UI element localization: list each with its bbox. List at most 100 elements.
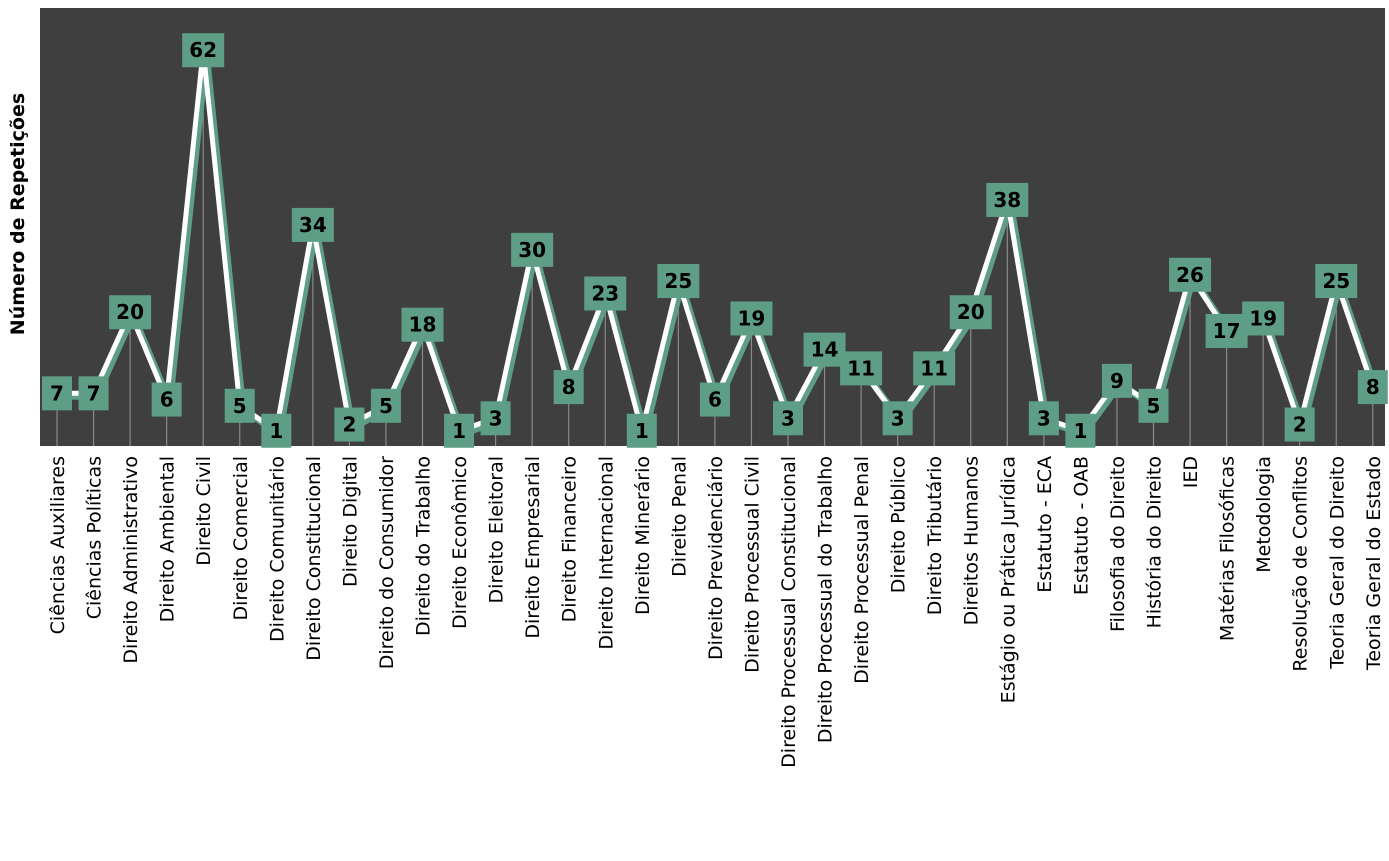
data-label-text: 3 xyxy=(781,406,795,430)
data-labels: 7 720662513425181330823125619314113112038… xyxy=(42,33,1388,448)
data-label-box xyxy=(370,388,401,423)
data-label: 19 xyxy=(1242,301,1285,336)
data-label-box xyxy=(803,332,846,367)
data-label-box xyxy=(840,351,883,386)
data-label-text: 17 xyxy=(1213,319,1241,343)
data-label-box xyxy=(401,307,444,342)
data-label-box xyxy=(584,276,627,311)
x-tick-label: Direito Processual Civil xyxy=(741,456,763,673)
data-label-box xyxy=(1101,363,1132,398)
data-label-text: 3 xyxy=(891,406,905,430)
data-label: 20 xyxy=(109,295,152,330)
data-label-text: 1 xyxy=(1073,419,1087,443)
data-label: 1 xyxy=(626,413,657,448)
data-label-box xyxy=(1315,264,1358,299)
data-label-text: 8 xyxy=(562,375,576,399)
data-label: 3 xyxy=(773,401,803,436)
x-tick-label: Direito Empresarial xyxy=(522,456,544,639)
y-axis-label: Número de Repetições xyxy=(7,93,29,335)
data-label: 7 xyxy=(78,376,109,411)
x-tick-label: Ciências Políticas xyxy=(84,456,106,619)
data-label: 8 xyxy=(1357,370,1388,405)
x-tick-label: Direito Público xyxy=(888,456,910,593)
data-label-box xyxy=(78,376,109,411)
data-label: 2 xyxy=(1284,407,1315,442)
x-tick-label: Direito do Trabalho xyxy=(413,456,435,636)
data-label-text: 6 xyxy=(160,388,174,412)
data-label-text: 14 xyxy=(811,338,839,362)
data-label-text: 2 xyxy=(1293,413,1307,437)
data-label: 17 xyxy=(1205,313,1248,348)
data-label: 5 xyxy=(1138,388,1169,423)
data-label-box xyxy=(291,207,334,242)
x-tick-label: Direito Minerário xyxy=(632,456,654,615)
x-tick-label: Direito Administrativo xyxy=(120,456,142,664)
x-tick-label: Direito Tributário xyxy=(924,456,946,615)
data-label-text: 20 xyxy=(957,300,985,324)
x-tick-label: Filosofia do Direito xyxy=(1107,456,1129,632)
x-tick-label: Direito Constitucional xyxy=(303,456,325,661)
data-label-box xyxy=(1138,388,1169,423)
x-tick-label: Direito Ambiental xyxy=(157,456,179,622)
x-tick-label: Direito Eleitoral xyxy=(486,456,508,603)
data-label-box xyxy=(986,182,1029,217)
data-label-box xyxy=(553,370,584,405)
data-label: 26 xyxy=(1169,257,1212,292)
data-label-box xyxy=(773,401,803,436)
x-tick-label: Direito Processual Penal xyxy=(851,456,873,684)
data-label: 25 xyxy=(1315,264,1358,299)
data-label-text: 38 xyxy=(993,188,1021,212)
data-label: 11 xyxy=(913,351,956,386)
x-tick-label: Direito Penal xyxy=(668,456,690,577)
data-label-box xyxy=(699,382,730,417)
x-tick-label: Direito Processual Constitucional xyxy=(778,456,800,768)
x-tick-label: IED xyxy=(1180,456,1202,488)
data-label-text: 7 xyxy=(50,381,64,405)
x-tick-label: Direitos Humanos xyxy=(961,456,983,625)
data-label: 3 xyxy=(882,401,913,436)
x-tick-label: Estágio ou Prática Jurídica xyxy=(997,456,1019,703)
data-label: 23 xyxy=(584,276,627,311)
data-label: 1 xyxy=(261,413,292,448)
data-label-text: 5 xyxy=(1147,394,1161,418)
data-label: 19 xyxy=(730,301,773,336)
data-label-text: 2 xyxy=(342,413,356,437)
x-tick-label: Direito Comunitário xyxy=(266,456,288,642)
data-label-box xyxy=(182,33,225,68)
x-tick-label: Direito do Consumidor xyxy=(376,456,398,669)
data-label-box xyxy=(730,301,773,336)
data-label-box xyxy=(1065,413,1096,448)
data-label-text: 11 xyxy=(847,356,875,380)
data-label: 38 xyxy=(986,182,1029,217)
data-label: 34 xyxy=(291,207,334,242)
x-tick-label: Ciências Auxiliares xyxy=(47,456,69,634)
x-tick-label: Estatuto - ECA xyxy=(1034,456,1056,593)
data-label-box xyxy=(882,401,913,436)
x-tick-label: História do Direito xyxy=(1144,456,1166,628)
x-tick-label: Estatuto - OAB xyxy=(1070,456,1092,595)
data-label: 30 xyxy=(511,232,554,267)
data-label-text: 34 xyxy=(299,213,327,237)
x-tick-label: Direito Internacional xyxy=(595,456,617,650)
data-label: 14 xyxy=(803,332,846,367)
data-label: 2 xyxy=(334,407,365,442)
data-label-text: 19 xyxy=(738,306,766,330)
data-label-box xyxy=(1169,257,1212,292)
data-label-text: 6 xyxy=(708,388,722,412)
data-label-text: 25 xyxy=(664,269,692,293)
data-label-box xyxy=(444,413,475,448)
data-label-box xyxy=(151,382,182,417)
x-tick-label: Matérias Filosóficas xyxy=(1217,456,1239,641)
data-label-text: 23 xyxy=(591,282,619,306)
data-label-box xyxy=(1242,301,1285,336)
data-label-box xyxy=(261,413,292,448)
x-tick-label: Direito Digital xyxy=(339,456,361,587)
data-label-box xyxy=(1284,407,1315,442)
data-label: 18 xyxy=(401,307,444,342)
data-label-text: 1 xyxy=(269,419,283,443)
data-label-text: 7 xyxy=(87,381,101,405)
x-tick-label: Direito Comercial xyxy=(230,456,252,621)
data-label-text: 5 xyxy=(233,394,247,418)
data-label: 11 xyxy=(840,351,883,386)
data-label-text: 11 xyxy=(920,356,948,380)
